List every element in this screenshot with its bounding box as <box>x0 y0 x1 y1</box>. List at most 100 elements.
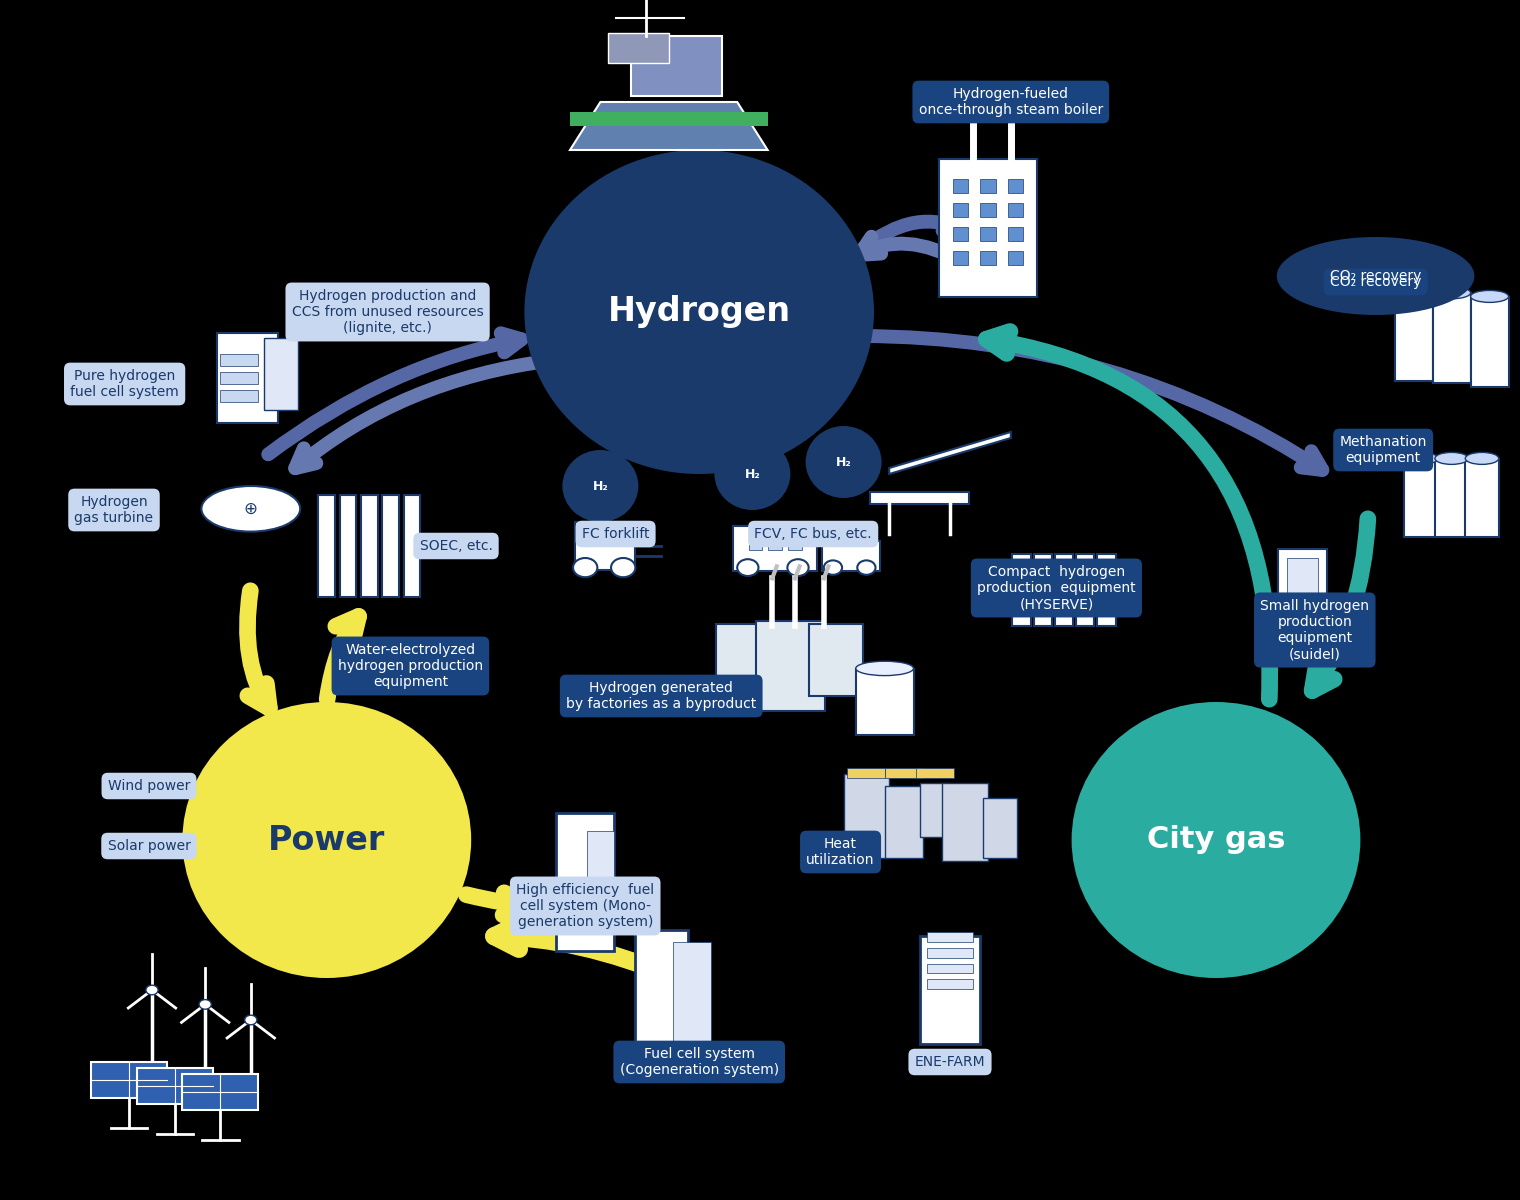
Bar <box>404 494 420 596</box>
Text: H₂: H₂ <box>745 468 760 480</box>
Ellipse shape <box>1395 284 1433 296</box>
Bar <box>980 251 996 265</box>
Polygon shape <box>137 1068 213 1104</box>
Bar <box>869 492 970 504</box>
Text: Hydrogen: Hydrogen <box>608 295 790 329</box>
Circle shape <box>824 560 842 575</box>
Bar <box>608 32 669 62</box>
Bar <box>1294 608 1312 626</box>
Bar <box>927 964 973 973</box>
Text: 🔥: 🔥 <box>970 91 976 101</box>
Bar <box>733 526 818 571</box>
Bar <box>219 354 257 366</box>
Bar <box>1097 554 1116 626</box>
Ellipse shape <box>1277 236 1474 314</box>
Ellipse shape <box>856 661 914 676</box>
Text: Small hydrogen
production
equipment
(suidel): Small hydrogen production equipment (sui… <box>1260 599 1370 661</box>
Bar <box>219 390 257 402</box>
Ellipse shape <box>1465 452 1499 464</box>
Bar <box>362 494 377 596</box>
Bar <box>927 948 973 958</box>
Text: Fuel cell system
(Cogeneration system): Fuel cell system (Cogeneration system) <box>620 1046 778 1078</box>
Bar <box>1471 296 1508 386</box>
Bar <box>1012 554 1031 626</box>
Bar <box>672 942 711 1050</box>
Polygon shape <box>182 1074 258 1110</box>
Text: Hydrogen-fueled
once-through steam boiler: Hydrogen-fueled once-through steam boile… <box>918 86 1104 118</box>
Circle shape <box>857 560 876 575</box>
Bar <box>920 936 980 1044</box>
Bar <box>1076 554 1094 626</box>
Bar <box>927 979 973 989</box>
Text: Hydrogen
gas turbine: Hydrogen gas turbine <box>74 494 154 526</box>
Bar <box>810 624 863 696</box>
Bar <box>885 768 923 778</box>
Circle shape <box>611 558 635 577</box>
Text: Hydrogen production and
CCS from unused resources
(lignite, etc.): Hydrogen production and CCS from unused … <box>292 289 483 335</box>
Bar <box>769 535 783 550</box>
Bar <box>856 670 914 734</box>
Bar <box>848 768 885 778</box>
Text: Hydrogen generated
by factories as a byproduct: Hydrogen generated by factories as a byp… <box>565 680 757 712</box>
Circle shape <box>199 1000 211 1009</box>
Bar <box>1008 227 1023 241</box>
Bar <box>980 203 996 217</box>
Bar <box>631 36 722 96</box>
Bar <box>1008 251 1023 265</box>
Bar <box>920 782 950 838</box>
Bar <box>939 158 1037 296</box>
Bar <box>1435 458 1468 538</box>
Bar <box>953 227 968 241</box>
Bar <box>1055 554 1073 626</box>
Ellipse shape <box>1404 452 1438 464</box>
Text: Pure hydrogen
fuel cell system: Pure hydrogen fuel cell system <box>70 368 179 400</box>
Bar <box>219 372 257 384</box>
Circle shape <box>787 559 809 576</box>
Ellipse shape <box>714 438 790 510</box>
Ellipse shape <box>1435 452 1468 464</box>
Text: H₂: H₂ <box>836 456 851 468</box>
Bar <box>1278 550 1327 662</box>
Ellipse shape <box>182 702 471 978</box>
Circle shape <box>573 558 597 577</box>
Bar <box>575 522 635 570</box>
Ellipse shape <box>201 486 301 532</box>
Bar <box>1008 179 1023 193</box>
Bar <box>927 932 973 942</box>
Bar <box>383 494 398 596</box>
Text: City gas: City gas <box>1146 826 1286 854</box>
Bar <box>983 798 1017 858</box>
Bar <box>340 494 357 596</box>
Text: CO₂ recovery: CO₂ recovery <box>1330 275 1421 289</box>
Text: Heat
utilization: Heat utilization <box>806 836 876 868</box>
Text: ENE-FARM: ENE-FARM <box>915 1055 985 1069</box>
Circle shape <box>245 1015 257 1025</box>
Text: SOEC, etc.: SOEC, etc. <box>420 539 492 553</box>
Bar <box>980 227 996 241</box>
Bar <box>635 930 687 1050</box>
Text: Power: Power <box>268 823 386 857</box>
Bar <box>953 179 968 193</box>
Bar <box>757 620 824 710</box>
Bar <box>319 494 334 596</box>
Bar <box>942 784 988 862</box>
Bar <box>980 179 996 193</box>
Polygon shape <box>91 1062 167 1098</box>
Text: Water-electrolyzed
hydrogen production
equipment: Water-electrolyzed hydrogen production e… <box>337 643 483 689</box>
Bar <box>1432 294 1470 383</box>
Text: Solar power: Solar power <box>108 839 190 853</box>
Bar <box>570 112 768 126</box>
Text: Wind power: Wind power <box>108 779 190 793</box>
Bar <box>1395 290 1433 382</box>
Bar <box>567 895 582 910</box>
Bar <box>1287 558 1318 630</box>
Bar <box>587 830 614 922</box>
Text: ⊕: ⊕ <box>243 499 258 518</box>
Bar <box>953 203 968 217</box>
Bar <box>556 814 614 950</box>
Bar <box>748 535 762 550</box>
Bar <box>953 251 968 265</box>
Bar <box>1465 458 1499 538</box>
Circle shape <box>146 985 158 995</box>
Bar <box>264 338 298 410</box>
